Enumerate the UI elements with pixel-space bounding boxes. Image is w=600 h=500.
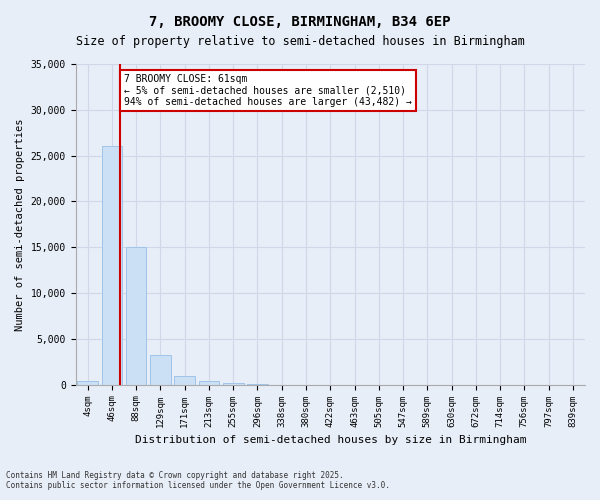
- X-axis label: Distribution of semi-detached houses by size in Birmingham: Distribution of semi-detached houses by …: [134, 435, 526, 445]
- Bar: [150, 356, 171, 384]
- Bar: [101, 146, 122, 384]
- Bar: [199, 380, 219, 384]
- Y-axis label: Number of semi-detached properties: Number of semi-detached properties: [15, 118, 25, 330]
- Bar: [77, 381, 98, 384]
- Text: 7, BROOMY CLOSE, BIRMINGHAM, B34 6EP: 7, BROOMY CLOSE, BIRMINGHAM, B34 6EP: [149, 15, 451, 29]
- Bar: [126, 248, 146, 384]
- Bar: [223, 383, 244, 384]
- Text: Size of property relative to semi-detached houses in Birmingham: Size of property relative to semi-detach…: [76, 35, 524, 48]
- Bar: [175, 376, 195, 384]
- Text: 7 BROOMY CLOSE: 61sqm
← 5% of semi-detached houses are smaller (2,510)
94% of se: 7 BROOMY CLOSE: 61sqm ← 5% of semi-detac…: [124, 74, 412, 107]
- Text: Contains HM Land Registry data © Crown copyright and database right 2025.
Contai: Contains HM Land Registry data © Crown c…: [6, 470, 390, 490]
